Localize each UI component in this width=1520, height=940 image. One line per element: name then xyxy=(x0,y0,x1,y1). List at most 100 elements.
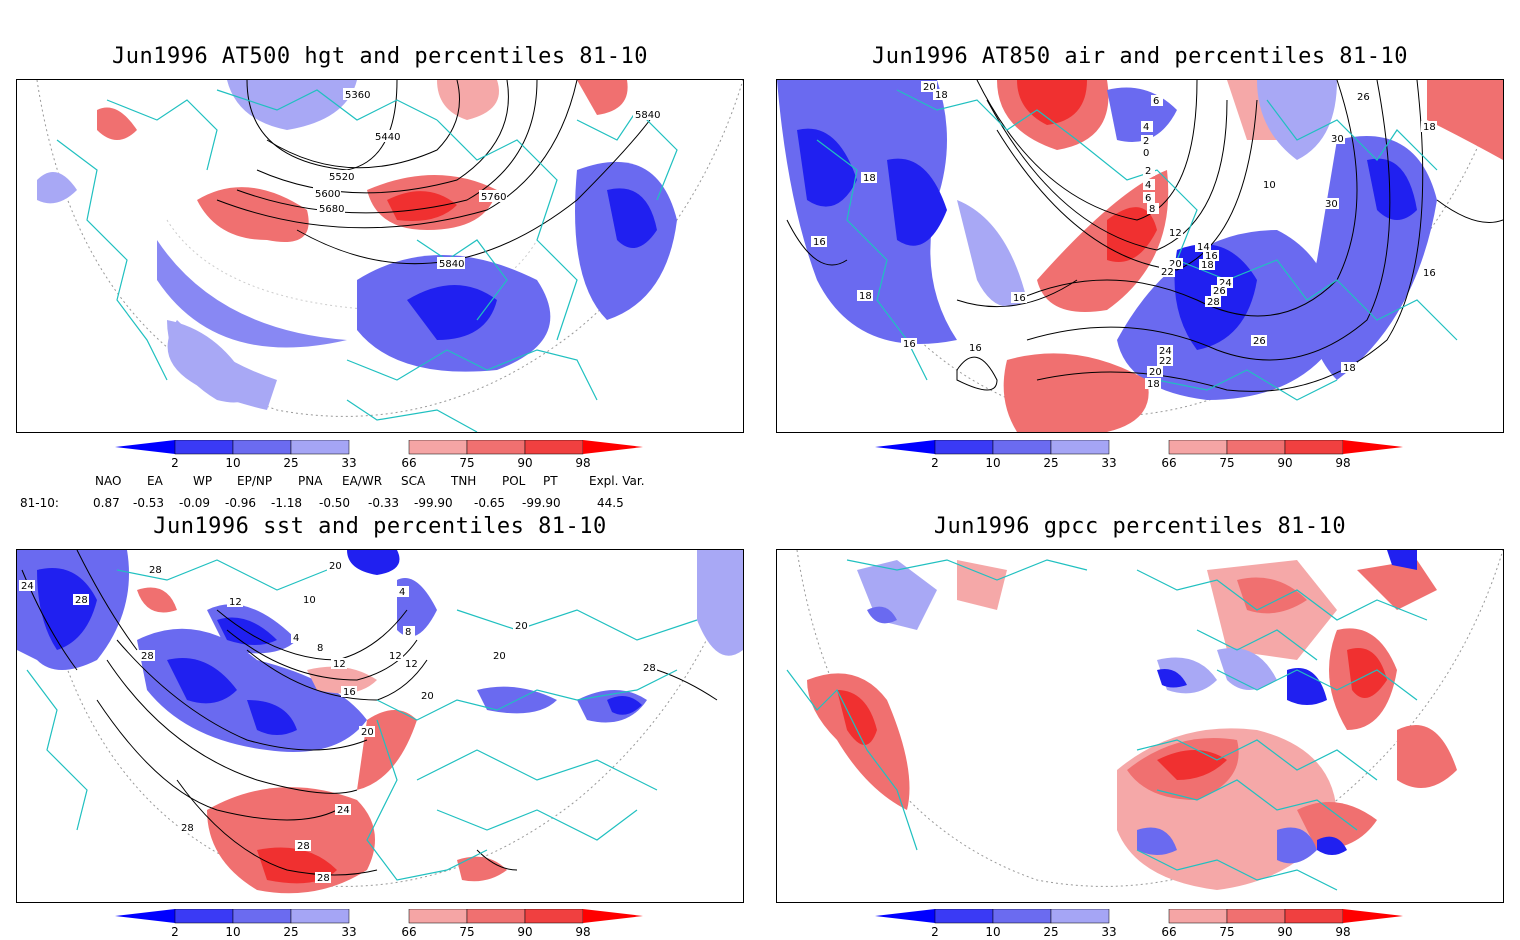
tele-value: 0.87 xyxy=(93,496,120,510)
colorbar-tick: 25 xyxy=(283,456,299,470)
svg-text:18: 18 xyxy=(935,90,948,101)
colorbar-tick: 2 xyxy=(931,925,939,939)
svg-text:26: 26 xyxy=(1357,92,1370,103)
map-sst-svg: 24 28 28 20 10 12 4 8 12 16 20 24 28 28 … xyxy=(17,550,743,902)
contour-label: 2 xyxy=(1141,135,1153,147)
svg-text:16: 16 xyxy=(1013,293,1026,304)
svg-text:16: 16 xyxy=(813,237,826,248)
colorbar-tick: 10 xyxy=(225,456,241,470)
svg-text:6: 6 xyxy=(1153,96,1159,107)
contour-label: 28 xyxy=(147,564,163,576)
contour-label: 22 xyxy=(1157,355,1173,367)
svg-text:26: 26 xyxy=(1253,336,1266,347)
svg-text:18: 18 xyxy=(1423,122,1436,133)
contour-label: 4 xyxy=(291,632,303,644)
tele-header: Expl. Var. xyxy=(589,474,645,488)
colorbar-tick: 75 xyxy=(1219,925,1235,939)
colorbar-tick: 2 xyxy=(171,925,179,939)
contour-label: 0 xyxy=(1141,147,1153,159)
contour-label: 16 xyxy=(341,686,357,698)
map-gpcc-svg xyxy=(777,550,1503,902)
svg-text:8: 8 xyxy=(317,643,323,654)
contour-label: 8 xyxy=(403,626,415,638)
svg-text:5680: 5680 xyxy=(319,204,344,215)
colorbar-tick: 33 xyxy=(1101,925,1117,939)
contour-label: 30 xyxy=(1323,198,1339,210)
svg-text:28: 28 xyxy=(1207,297,1220,308)
svg-text:28: 28 xyxy=(643,663,656,674)
colorbar-air: 2 10 25 33 66 75 90 98 xyxy=(875,440,1405,470)
svg-text:12: 12 xyxy=(405,659,418,670)
contour-label: 18 xyxy=(1199,259,1215,271)
map-panel-sst: 24 28 28 20 10 12 4 8 12 16 20 24 28 28 … xyxy=(16,549,744,903)
contour-label: 28 xyxy=(139,650,155,662)
panel-title-sst: Jun1996 sst and percentiles 81-10 xyxy=(153,514,607,539)
svg-text:16: 16 xyxy=(343,687,356,698)
tele-value: -0.53 xyxy=(133,496,165,510)
svg-text:28: 28 xyxy=(297,841,310,852)
svg-text:20: 20 xyxy=(361,727,374,738)
contour-label: 24 xyxy=(1217,277,1233,289)
svg-text:26: 26 xyxy=(1213,286,1226,297)
tele-value: -1.18 xyxy=(271,496,303,510)
tele-header: TNH xyxy=(451,474,477,488)
contour-label: 30 xyxy=(1329,133,1345,145)
tele-header: EP/NP xyxy=(237,474,273,488)
tele-header: PNA xyxy=(298,474,323,488)
contour-label: 26 xyxy=(1211,285,1227,297)
colorbar-tick: 75 xyxy=(1219,456,1235,470)
contour-label: 10 xyxy=(301,594,317,606)
svg-text:2: 2 xyxy=(1145,166,1151,177)
tele-header: EA xyxy=(147,474,163,488)
svg-text:16: 16 xyxy=(1205,251,1218,262)
colorbar-tick: 66 xyxy=(401,456,417,470)
colorbar-tick: 10 xyxy=(225,925,241,939)
svg-text:10: 10 xyxy=(303,595,316,606)
svg-text:24: 24 xyxy=(1219,278,1232,289)
svg-text:8: 8 xyxy=(1149,204,1155,215)
colorbar-tick: 98 xyxy=(1335,925,1351,939)
colorbar-sst-svg xyxy=(115,909,643,924)
colorbar-tick: 98 xyxy=(1335,456,1351,470)
colorbar-tick: 75 xyxy=(459,925,475,939)
contour-label: 20 xyxy=(419,690,435,702)
svg-text:0: 0 xyxy=(1143,148,1149,159)
contour-label: 12 xyxy=(387,650,403,662)
contour-label: 2 xyxy=(1143,165,1155,177)
colorbar-tick: 90 xyxy=(1277,456,1293,470)
svg-text:4: 4 xyxy=(1145,180,1151,191)
colorbar-tick: 66 xyxy=(1161,925,1177,939)
colorbar-tick: 90 xyxy=(1277,925,1293,939)
contour-label: 4 xyxy=(397,586,409,598)
tele-header: POL xyxy=(502,474,526,488)
contour-label: 5520 xyxy=(327,170,355,183)
colorbar-tick: 90 xyxy=(517,925,533,939)
contour-label: 12 xyxy=(403,658,419,670)
contour-label: 20 xyxy=(921,81,937,93)
svg-text:2: 2 xyxy=(1143,136,1149,147)
map-panel-air: 20 18 6 4 2 0 2 4 6 8 12 14 16 18 20 22 … xyxy=(776,79,1504,433)
colorbar-hgt: 2 10 25 33 66 75 90 98 xyxy=(115,440,645,470)
svg-text:4: 4 xyxy=(1143,122,1149,133)
tele-value: -99.90 xyxy=(522,496,561,510)
svg-text:24: 24 xyxy=(1159,346,1172,357)
svg-text:14: 14 xyxy=(1197,242,1210,253)
tele-header: EA/WR xyxy=(342,474,383,488)
svg-text:18: 18 xyxy=(1201,260,1214,271)
tele-header: WP xyxy=(193,474,213,488)
svg-text:22: 22 xyxy=(1161,267,1174,278)
svg-text:28: 28 xyxy=(181,823,194,834)
teleconnection-table: NAO EA WP EP/NP PNA EA/WR SCA TNH POL PT… xyxy=(0,474,760,514)
svg-text:18: 18 xyxy=(863,173,876,184)
svg-text:12: 12 xyxy=(229,597,242,608)
contour-label: 28 xyxy=(641,662,657,674)
svg-text:18: 18 xyxy=(1343,363,1356,374)
contour-label: 5360 xyxy=(343,88,371,101)
svg-text:5840: 5840 xyxy=(439,259,464,270)
colorbar-tick: 25 xyxy=(283,925,299,939)
contour-label: 20 xyxy=(491,650,507,662)
contour-label: 5760 xyxy=(479,190,507,203)
contour-label: 14 xyxy=(1195,241,1211,253)
panel-title-gpcc: Jun1996 gpcc percentiles 81-10 xyxy=(933,514,1347,539)
contour-label: 28 xyxy=(179,822,195,834)
